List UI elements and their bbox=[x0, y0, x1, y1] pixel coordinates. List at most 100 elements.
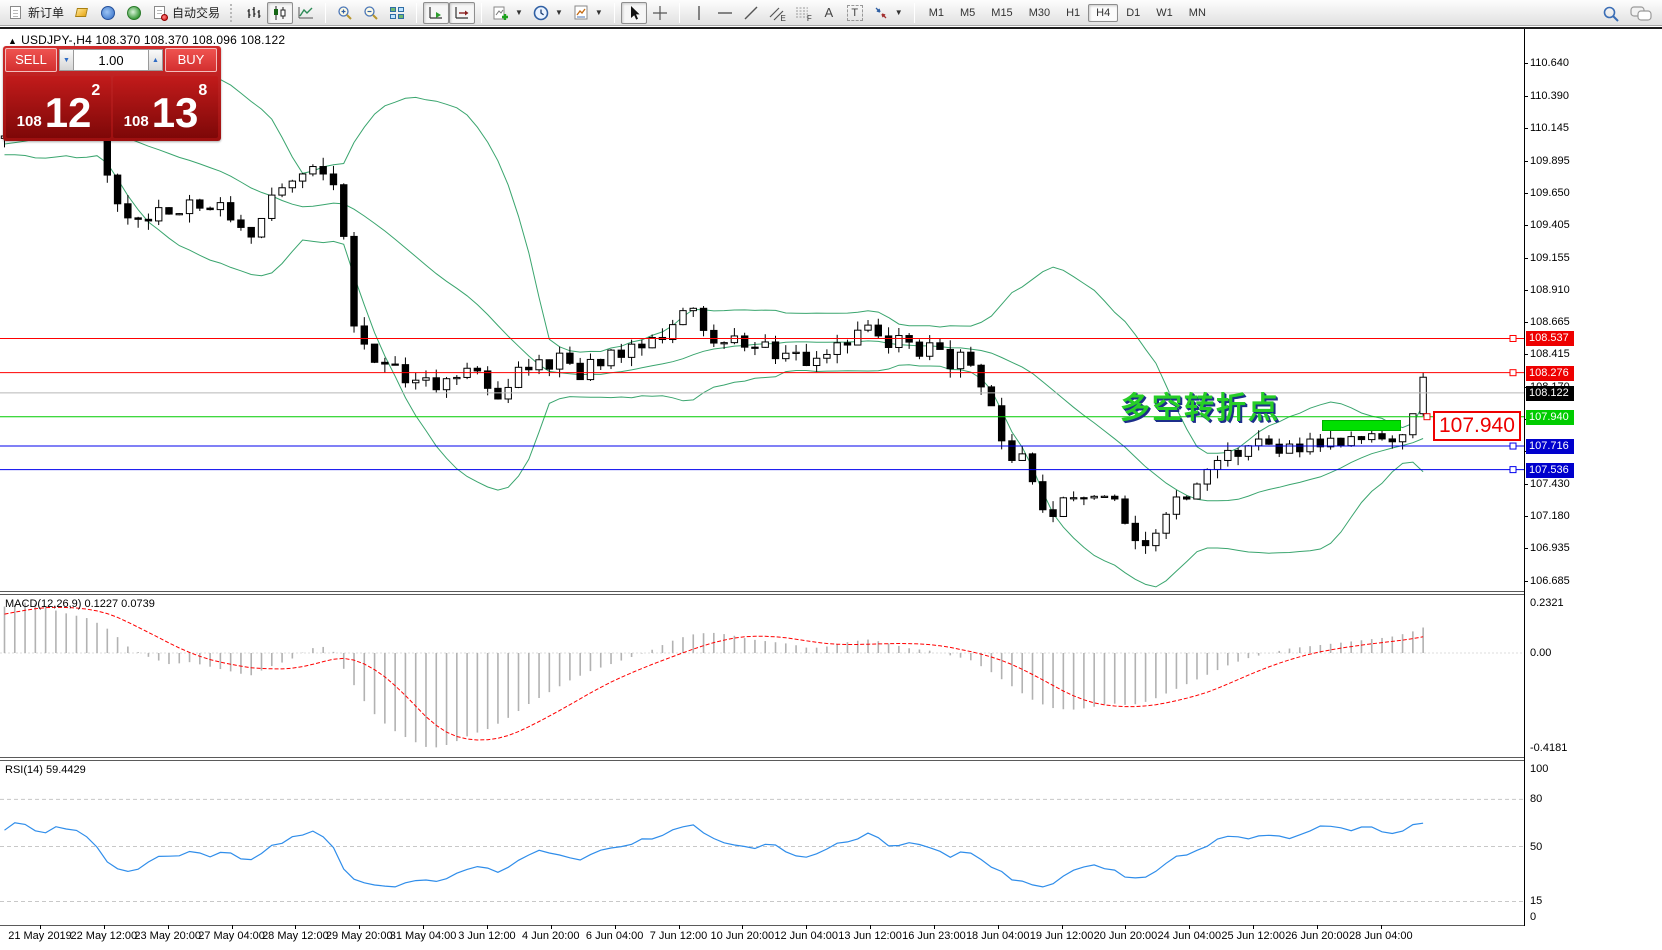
sell-button[interactable]: SELL bbox=[5, 48, 57, 72]
timeframe-button-w1[interactable]: W1 bbox=[1156, 6, 1173, 19]
timeframe-button-mn[interactable]: MN bbox=[1188, 6, 1206, 19]
candlestick-chart-button[interactable] bbox=[267, 1, 294, 24]
new-order-label: 新订单 bbox=[28, 6, 65, 20]
price-tag-object[interactable]: 107.940 bbox=[1433, 411, 1521, 441]
templates-button[interactable]: ▼ bbox=[568, 2, 608, 24]
search-icon[interactable] bbox=[1602, 5, 1619, 22]
bear-candle bbox=[740, 335, 749, 348]
arrows-button[interactable]: ▼ bbox=[868, 2, 908, 24]
price-badge-107.536: 107.536 bbox=[1526, 462, 1574, 478]
new-order-button[interactable]: 新订单 bbox=[3, 2, 69, 24]
annotation-text-object[interactable]: 多空转折点 bbox=[1120, 392, 1280, 425]
bear-candle bbox=[576, 362, 584, 381]
bear-candle bbox=[936, 342, 944, 350]
macd-signal-line bbox=[4, 606, 1424, 741]
bull-candle bbox=[268, 194, 276, 219]
toolbar-drag-handle[interactable] bbox=[230, 3, 235, 22]
volume-decrease-button[interactable]: ▼ bbox=[59, 49, 74, 71]
timeframe-button-m5[interactable]: M5 bbox=[960, 6, 976, 19]
timeframe-button-d1[interactable]: D1 bbox=[1126, 6, 1141, 19]
indicators-button[interactable]: ▼ bbox=[488, 2, 528, 24]
price-tick bbox=[1524, 224, 1528, 226]
timeframe-button-m1[interactable]: M1 bbox=[928, 6, 944, 19]
community-button[interactable] bbox=[95, 2, 121, 24]
periods-button[interactable]: ▼ bbox=[528, 2, 568, 24]
hline-anchor-marker[interactable] bbox=[1509, 466, 1517, 474]
hline-anchor-marker[interactable] bbox=[1509, 334, 1517, 342]
bear-candle bbox=[710, 329, 718, 344]
pane-divider[interactable] bbox=[0, 591, 1525, 595]
bear-candle bbox=[884, 335, 893, 349]
buy-price-button[interactable]: 108 13 8 bbox=[113, 76, 218, 138]
macd-indicator-pane[interactable] bbox=[0, 595, 1524, 757]
main-chart-pane[interactable] bbox=[0, 29, 1524, 591]
volume-input[interactable] bbox=[74, 49, 148, 71]
bar-chart-button[interactable] bbox=[241, 2, 267, 24]
line-chart-button[interactable] bbox=[293, 2, 319, 24]
bear-candle bbox=[1008, 440, 1016, 461]
tile-windows-button[interactable] bbox=[384, 2, 410, 24]
bull-candle bbox=[1244, 445, 1253, 457]
rsi-indicator-pane[interactable] bbox=[0, 761, 1524, 925]
macd-axis-label: 0.00 bbox=[1530, 647, 1552, 659]
green-rectangle-object[interactable] bbox=[1322, 420, 1401, 431]
auto-scroll-button[interactable] bbox=[423, 1, 450, 24]
bear-candle bbox=[597, 358, 605, 367]
time-tick-label: 31 May 04:00 bbox=[389, 930, 457, 942]
timeframe-button-m30[interactable]: M30 bbox=[1028, 6, 1051, 19]
zoom-in-button[interactable] bbox=[332, 2, 358, 24]
cursor-icon bbox=[626, 5, 642, 21]
bear-candle bbox=[997, 405, 1006, 442]
bull-candle bbox=[895, 335, 903, 349]
autotrading-button[interactable]: 自动交易 bbox=[147, 2, 225, 24]
bull-candle bbox=[627, 343, 636, 358]
time-tick bbox=[742, 925, 744, 929]
cursor-button[interactable] bbox=[620, 1, 647, 24]
bull-candle bbox=[1285, 443, 1294, 454]
chat-icon[interactable] bbox=[1630, 5, 1652, 21]
metaeditor-button[interactable] bbox=[69, 2, 95, 24]
text-button[interactable]: A bbox=[816, 2, 842, 24]
text-label-button[interactable]: T bbox=[842, 2, 868, 24]
community-icon bbox=[100, 5, 116, 21]
price-badge-108.122: 108.122 bbox=[1526, 385, 1574, 401]
chart-shift-button[interactable] bbox=[449, 1, 476, 24]
hline-anchor-marker[interactable] bbox=[1509, 369, 1517, 377]
bear-candle bbox=[566, 352, 574, 364]
symbol-ohlc-line: ▲ USDJPY-,H4 108.370 108.370 108.096 108.… bbox=[8, 33, 286, 47]
vertical-line-button[interactable] bbox=[686, 2, 712, 24]
hline-anchor-marker[interactable] bbox=[1509, 442, 1517, 450]
price-tick bbox=[1524, 289, 1528, 291]
rsi-axis-label: 15 bbox=[1530, 895, 1543, 908]
price-tick bbox=[1524, 354, 1528, 356]
zoom-out-button[interactable] bbox=[358, 2, 384, 24]
trendline-button[interactable] bbox=[738, 2, 764, 24]
price-tag-anchor-marker[interactable] bbox=[1423, 413, 1431, 421]
horizontal-line-button[interactable] bbox=[712, 2, 738, 24]
time-tick-label: 21 May 2019 bbox=[8, 930, 72, 942]
bb-upper-band bbox=[4, 68, 1424, 454]
one-click-trading-panel: SELL ▼ ▲ BUY 108 12 2 108 13 8 bbox=[3, 46, 221, 141]
bull-candle bbox=[1213, 459, 1222, 470]
new-order-icon bbox=[8, 5, 24, 21]
timeframe-button-h1[interactable]: H1 bbox=[1066, 6, 1081, 19]
sell-price-button[interactable]: 108 12 2 bbox=[6, 76, 111, 138]
buy-button[interactable]: BUY bbox=[165, 48, 217, 72]
equidistant-channel-button[interactable]: E bbox=[764, 2, 790, 24]
pane-divider[interactable] bbox=[0, 757, 1525, 761]
bull-candle bbox=[1368, 433, 1376, 441]
price-tick bbox=[1524, 581, 1528, 583]
crosshair-button[interactable] bbox=[647, 2, 673, 24]
periods-clock-icon bbox=[533, 5, 549, 21]
timeframe-button-h4[interactable]: H4 bbox=[1088, 3, 1119, 22]
fibonacci-button[interactable]: F bbox=[790, 2, 816, 24]
bull-candle bbox=[730, 335, 739, 344]
zoom-out-icon bbox=[363, 5, 379, 21]
market-button[interactable] bbox=[121, 2, 147, 24]
collapse-arrow-icon[interactable]: ▲ bbox=[8, 36, 18, 46]
bull-candle bbox=[288, 180, 297, 189]
bull-candle bbox=[1152, 532, 1160, 547]
volume-increase-button[interactable]: ▲ bbox=[148, 49, 163, 71]
timeframe-button-m15[interactable]: M15 bbox=[991, 6, 1013, 19]
time-tick bbox=[933, 925, 935, 929]
